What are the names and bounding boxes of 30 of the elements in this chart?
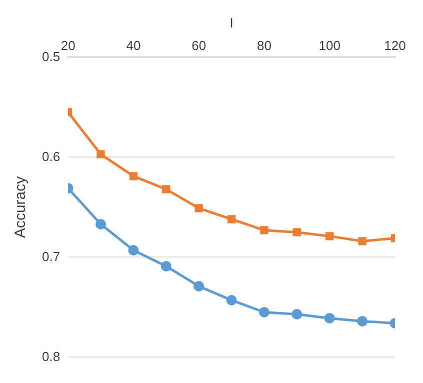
point bbox=[226, 294, 237, 306]
point bbox=[129, 172, 138, 180]
x-tick-label: 20 bbox=[60, 38, 76, 53]
x-tick-label: 80 bbox=[256, 38, 272, 53]
point bbox=[227, 215, 236, 224]
y-tick-label: 0.5 bbox=[42, 48, 60, 64]
x-axis-title: l bbox=[230, 15, 234, 30]
y-axis-title: Accuracy bbox=[12, 176, 30, 238]
y-tick-label: 0.8 bbox=[42, 348, 60, 364]
point bbox=[292, 308, 302, 320]
x-tick-label: 60 bbox=[192, 38, 206, 53]
x-tick-label: 40 bbox=[126, 38, 141, 53]
point bbox=[358, 237, 366, 246]
point bbox=[258, 306, 270, 318]
point bbox=[292, 228, 301, 236]
point bbox=[160, 260, 172, 272]
point bbox=[194, 204, 203, 212]
y-tick-label: 0.6 bbox=[42, 148, 60, 164]
point bbox=[162, 185, 170, 194]
point bbox=[324, 312, 335, 324]
y-tick-label: 0.7 bbox=[42, 248, 60, 264]
point bbox=[357, 316, 368, 326]
point bbox=[194, 280, 204, 292]
point bbox=[128, 244, 139, 256]
x-tick-label: 120 bbox=[384, 38, 406, 53]
point bbox=[326, 232, 334, 240]
x-tick-label: 100 bbox=[318, 38, 340, 53]
point bbox=[96, 218, 106, 230]
point bbox=[96, 150, 105, 158]
point bbox=[260, 226, 268, 234]
